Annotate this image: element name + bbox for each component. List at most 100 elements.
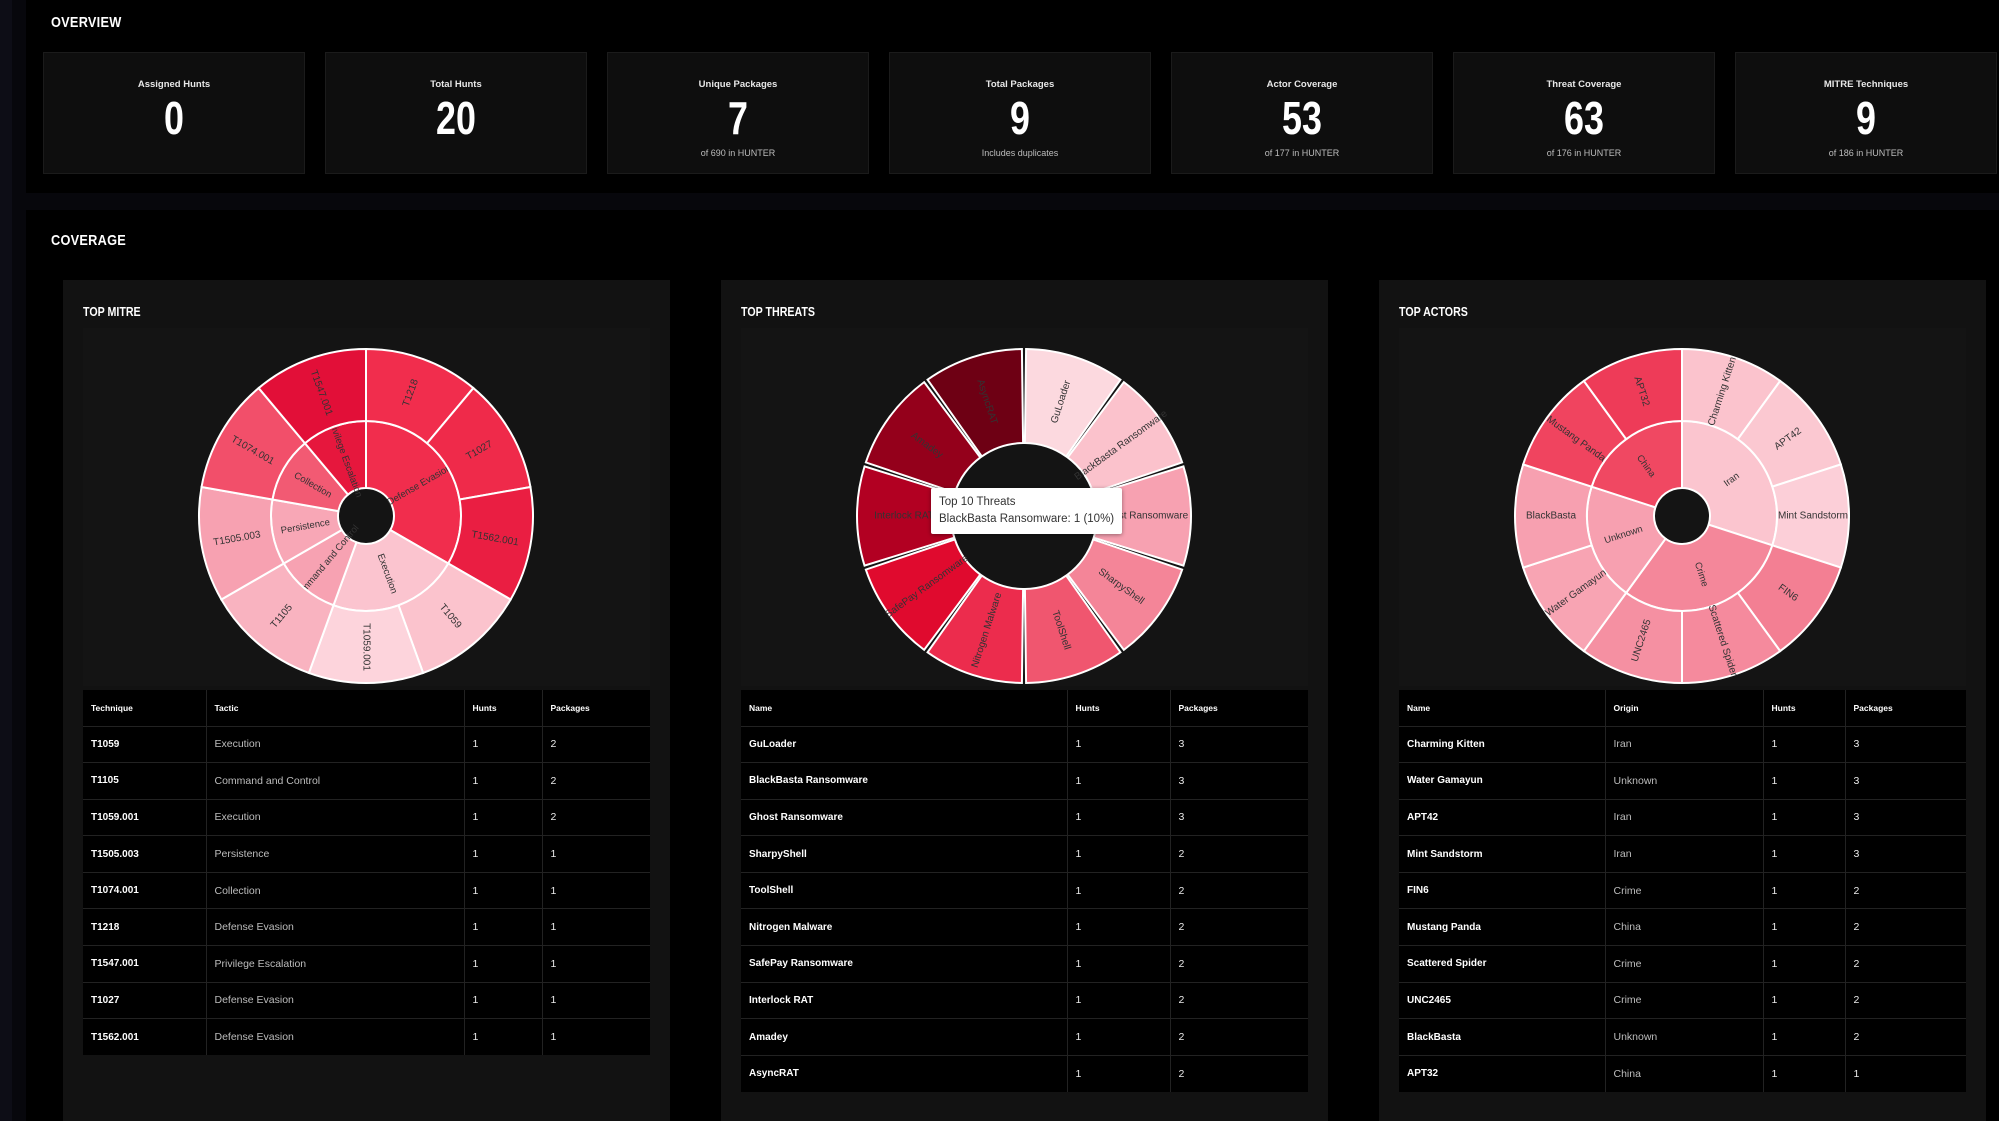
table-cell: 1 (542, 871, 650, 909)
sunburst-outer-segment-label: BlackBasta (1526, 511, 1576, 522)
table-cell: 2 (1170, 871, 1308, 909)
table-cell: Amadey (741, 1018, 1068, 1056)
table-row[interactable]: SafePay Ransomware 1 2 (741, 945, 1308, 983)
donut-slice[interactable] (1023, 348, 1122, 458)
actors-sunburst-chart[interactable]: Iran Crime Unknown China Charming Kitten APT4… (1399, 328, 1966, 686)
stat-card-actor-coverage[interactable]: Actor Coverage 53 of 177 in HUNTER (1171, 52, 1433, 174)
table-row[interactable]: ToolShell 1 2 (741, 871, 1308, 909)
coverage-title: Coverage (51, 232, 127, 249)
table-row[interactable]: UNC2465 Crime 1 2 (1399, 981, 1966, 1019)
stat-card-assigned-hunts[interactable]: Assigned Hunts 0 (43, 52, 305, 174)
table-row[interactable]: Ghost Ransomware 1 3 (741, 798, 1308, 836)
table-cell: 1 (1067, 1018, 1171, 1056)
stat-card-total-packages[interactable]: Total Packages 9 Includes duplicates (889, 52, 1151, 174)
stat-card-threat-coverage[interactable]: Threat Coverage 63 of 176 in HUNTER (1453, 52, 1715, 174)
table-row[interactable]: FIN6 Crime 1 2 (1399, 871, 1966, 909)
table-cell: SharpyShell (741, 835, 1068, 873)
table-cell: 1 (1067, 908, 1171, 946)
table-row[interactable]: Scattered Spider Crime 1 2 (1399, 945, 1966, 983)
table-cell: ToolShell (741, 871, 1068, 909)
table-cell: 1 (464, 725, 543, 763)
donut-slice[interactable] (1066, 538, 1184, 652)
stat-card-mitre-techniques[interactable]: MITRE Techniques 9 of 186 in HUNTER (1735, 52, 1997, 174)
table-row[interactable]: T1059.001 Execution 1 2 (83, 798, 650, 836)
table-row[interactable]: T1027 Defense Evasion 1 1 (83, 981, 650, 1019)
donut-slice[interactable] (926, 574, 1025, 684)
table-row[interactable]: Interlock RAT 1 2 (741, 981, 1308, 1019)
table-row[interactable]: T1505.003 Persistence 1 1 (83, 835, 650, 873)
table-cell: 1 (542, 1018, 650, 1056)
table-cell: Crime (1605, 871, 1764, 909)
col-header-hunts[interactable]: Hunts (464, 690, 543, 726)
table-cell: 1 (1845, 1054, 1966, 1092)
table-row[interactable]: SharpyShell 1 2 (741, 835, 1308, 873)
mitre-sunburst-chart[interactable]: Defense Evasion Execution Command and Cont… (83, 328, 650, 686)
table-cell: 1 (1067, 945, 1171, 983)
stat-card-label: Total Packages (985, 79, 1055, 90)
table-row[interactable]: BlackBasta Ransomware 1 3 (741, 762, 1308, 800)
threats-table: Name Hunts Packages GuLoader 1 3 BlackBasta… (741, 690, 1308, 1092)
mitre-table: Technique Tactic Hunts Packages T1059 Exe… (83, 690, 650, 1056)
stat-card-unique-packages[interactable]: Unique Packages 7 of 690 in HUNTER (607, 52, 869, 174)
stat-card-total-hunts[interactable]: Total Hunts 20 (325, 52, 587, 174)
table-row[interactable]: T1547.001 Privilege Escalation 1 1 (83, 945, 650, 983)
col-header-origin[interactable]: Origin (1605, 690, 1764, 726)
col-header-packages[interactable]: Packages (550, 702, 590, 713)
table-cell: Charming Kitten (1399, 725, 1606, 763)
table-row[interactable]: APT42 Iran 1 3 (1399, 798, 1966, 836)
stat-card-sub: of 186 in HUNTER (1828, 148, 1904, 158)
table-row[interactable]: APT32 China 1 1 (1399, 1054, 1966, 1092)
table-row[interactable]: T1105 Command and Control 1 2 (83, 762, 650, 800)
donut-slice[interactable] (864, 380, 982, 494)
table-row[interactable]: T1562.001 Defense Evasion 1 1 (83, 1018, 650, 1056)
table-row[interactable]: T1218 Defense Evasion 1 1 (83, 908, 650, 946)
col-header-tactic[interactable]: Tactic (206, 690, 465, 726)
table-cell: 2 (1845, 981, 1966, 1019)
table-row[interactable]: Mint Sandstorm Iran 1 3 (1399, 835, 1966, 873)
table-cell: 1 (1067, 1054, 1171, 1092)
table-row[interactable]: Mustang Panda China 1 2 (1399, 908, 1966, 946)
table-row[interactable]: Water Gamayun Unknown 1 3 (1399, 762, 1966, 800)
table-cell: Crime (1605, 981, 1764, 1019)
table-row[interactable]: Charming Kitten Iran 1 3 (1399, 725, 1966, 763)
table-cell: 2 (542, 762, 650, 800)
table-cell: 1 (464, 981, 543, 1019)
threats-donut-chart[interactable]: GuLoader BlackBasta Ransomware Ghost Ranso… (741, 328, 1308, 686)
table-row[interactable]: GuLoader 1 3 (741, 725, 1308, 763)
col-header-hunts[interactable]: Hunts (1067, 690, 1171, 726)
donut-slice[interactable] (926, 348, 1025, 458)
col-header-packages[interactable]: Packages (1853, 702, 1893, 713)
col-header-packages[interactable]: Packages (1178, 702, 1218, 713)
sunburst-outer-segment[interactable] (1582, 347, 1683, 441)
table-cell: Interlock RAT (741, 981, 1068, 1019)
table-cell: SafePay Ransomware (741, 945, 1068, 983)
tooltip-text: BlackBasta Ransomware: 1 (10%) (939, 513, 1115, 525)
overview-title: Overview (51, 14, 122, 31)
donut-slice[interactable] (1023, 574, 1122, 684)
table-row[interactable]: T1074.001 Collection 1 1 (83, 871, 650, 909)
col-header-hunts[interactable]: Hunts (1763, 690, 1846, 726)
col-header-technique[interactable]: Technique (83, 690, 207, 726)
col-header-name[interactable]: Name (741, 690, 1068, 726)
panel-title: Top Threats (741, 304, 816, 319)
stat-card-sub: of 176 in HUNTER (1546, 148, 1622, 158)
table-cell: 2 (1170, 835, 1308, 873)
sunburst-outer-segment[interactable] (257, 347, 367, 445)
table-row[interactable]: AsyncRAT 1 2 (741, 1054, 1308, 1092)
table-row[interactable]: BlackBasta Unknown 1 2 (1399, 1018, 1966, 1056)
col-header-name[interactable]: Name (1399, 690, 1606, 726)
table-row[interactable]: Nitrogen Malware 1 2 (741, 908, 1308, 946)
donut-slice[interactable] (1066, 380, 1184, 494)
table-cell: T1218 (83, 908, 207, 946)
table-row[interactable]: T1059 Execution 1 2 (83, 725, 650, 763)
table-cell: 2 (1170, 945, 1308, 983)
table-cell: 3 (1845, 798, 1966, 836)
table-row[interactable]: Amadey 1 2 (741, 1018, 1308, 1056)
table-cell: Command and Control (206, 762, 465, 800)
table-cell: 1 (464, 1018, 543, 1056)
table-cell: 1 (464, 798, 543, 836)
donut-slice[interactable] (864, 538, 982, 652)
